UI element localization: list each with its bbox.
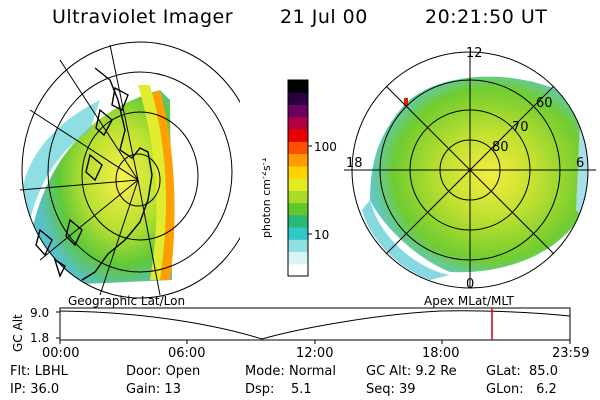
altitude-plot: GC Alt [11, 307, 571, 352]
colorbar-stripe [288, 92, 308, 106]
altitude-curve [59, 310, 571, 340]
colorbar-stripe [288, 116, 308, 130]
colorbar: photon cm-2s-1 [262, 79, 312, 277]
time-label: 20:21:50 UT [425, 6, 548, 28]
altitude-axis-label: GC Alt [11, 314, 25, 352]
y-tick-1-8: 1.8 [30, 331, 50, 345]
mlat-label-80: 80 [492, 140, 509, 155]
colorbar-stripe [288, 251, 308, 265]
colorbar-stripe [288, 141, 308, 155]
colorbar-frame [287, 79, 309, 277]
gc-alt-field: GC Alt: 9.2 Re [366, 364, 457, 379]
mode-field: Mode: Normal [245, 364, 336, 379]
mlat-label-70: 70 [512, 120, 529, 135]
mlt-label-12: 12 [466, 46, 483, 61]
colorbar-ticks [308, 145, 312, 235]
mlt-label-18: 18 [346, 156, 363, 171]
glon-field: GLon: 6.2 [486, 382, 557, 397]
geographic-projection-label: Geographic Lat/Lon [68, 294, 186, 308]
glat-field: GLat: 85.0 [486, 364, 558, 379]
mlt-label-6: 6 [576, 156, 585, 171]
flt-field: Flt: LBHL [10, 364, 68, 379]
apex-projection-label: Apex MLat/MLT [424, 294, 514, 308]
x-tick-1800: 18:00 [422, 346, 460, 361]
colorbar-stripe [288, 178, 308, 191]
altitude-ticks [56, 311, 571, 344]
geographic-map [19, 41, 240, 299]
altitude-frame [59, 307, 571, 341]
y-tick-9-0: 9.0 [30, 306, 50, 320]
mlt-label-0: 0 [466, 277, 475, 292]
dsp-field: Dsp: 5.1 [245, 382, 312, 397]
colorbar-label: photon cm-2s-1 [262, 157, 273, 238]
instrument-title: Ultraviolet Imager [52, 6, 234, 28]
apex-map [344, 51, 596, 289]
colorbar-stripe [288, 129, 308, 142]
auroral-image-right [362, 76, 588, 280]
colorbar-stripe [288, 214, 308, 228]
mlat-label-60: 60 [536, 96, 553, 111]
colorbar-stripe [288, 104, 308, 118]
door-field: Door: Open [126, 364, 201, 379]
colorbar-stripe [288, 202, 308, 216]
graticule-right [344, 51, 596, 289]
colorbar-stripe [288, 263, 308, 277]
colorbar-stripe [288, 80, 308, 93]
x-tick-2359: 23:59 [552, 346, 590, 361]
colorbar-stripe [288, 190, 308, 204]
x-tick-1200: 12:00 [296, 346, 334, 361]
date-label: 21 Jul 00 [280, 6, 368, 28]
colorbar-stripe [288, 227, 308, 240]
hotspot-marker [404, 98, 408, 106]
x-tick-0000: 00:00 [42, 346, 80, 361]
coastlines-left [35, 67, 153, 281]
seq-field: Seq: 39 [366, 382, 416, 397]
x-tick-0600: 06:00 [168, 346, 206, 361]
gain-field: Gain: 13 [126, 382, 181, 397]
graticule-left [19, 41, 240, 299]
colorbar-tick-10: 10 [314, 228, 330, 242]
colorbar-gradient [288, 80, 308, 277]
colorbar-stripe [288, 239, 308, 253]
colorbar-stripe [288, 165, 308, 179]
ip-field: IP: 36.0 [10, 382, 60, 397]
colorbar-stripe [288, 153, 308, 167]
colorbar-tick-100: 100 [314, 140, 337, 154]
